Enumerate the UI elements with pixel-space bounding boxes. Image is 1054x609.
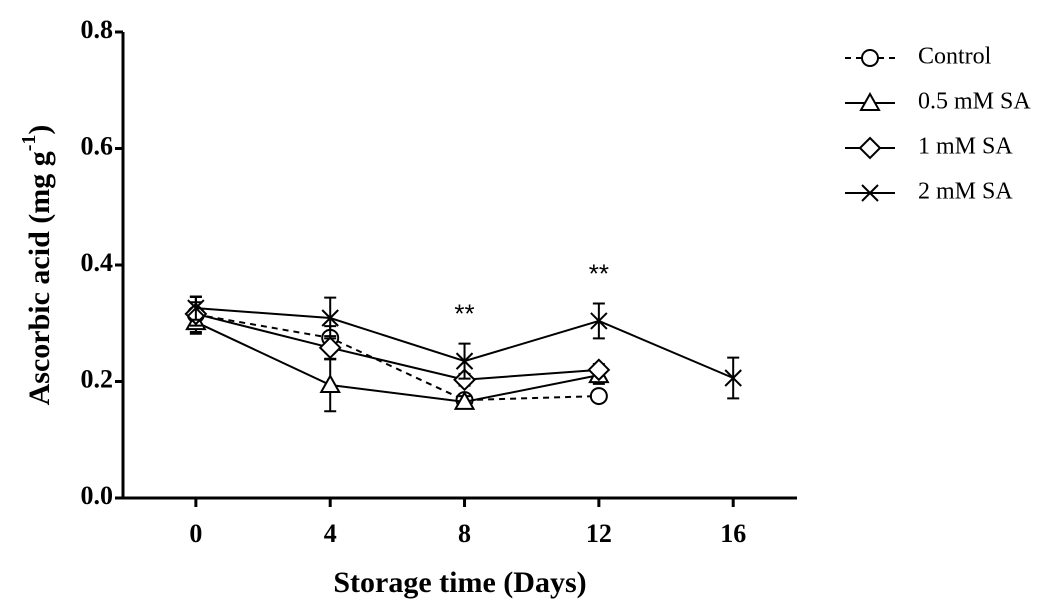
x-tick-label: 16: [720, 519, 746, 548]
data-point: [321, 309, 339, 327]
legend-marker: [858, 136, 882, 160]
data-point: [187, 299, 205, 317]
y-tick-label: 0.8: [81, 15, 114, 44]
y-axis-title: Ascorbic acid (mg g-1): [18, 125, 56, 406]
x-axis-title: Storage time (Days): [333, 566, 586, 599]
series-line: [195, 313, 599, 402]
legend-item: 1 mM SA: [845, 134, 1013, 160]
data-point: [453, 368, 476, 392]
legend-label: Control: [918, 44, 992, 70]
significance-label: **: [454, 299, 474, 329]
legend-label: 0.5 mM SA: [918, 89, 1031, 115]
legend-label: 2 mM SA: [918, 179, 1013, 205]
legend-item: 0.5 mM SA: [845, 89, 1031, 115]
data-point: [590, 312, 608, 330]
x-tick-label: 4: [324, 519, 337, 548]
series-line: [195, 321, 600, 403]
y-tick-label: 0.0: [81, 481, 114, 510]
x-tick-label: 12: [586, 519, 612, 548]
data-point: [453, 390, 476, 410]
data-point: [724, 369, 742, 387]
x-tick-label: 0: [189, 519, 202, 548]
data-point: [587, 358, 611, 382]
legend-item: Control: [845, 44, 992, 70]
y-axis-title-sup: -1: [18, 135, 40, 152]
legend-marker: [861, 184, 879, 202]
data-point: [318, 336, 342, 360]
legend-marker: [859, 91, 881, 111]
legend-marker: [861, 49, 879, 67]
data-point: [455, 352, 474, 370]
y-tick-label: 0.4: [81, 248, 114, 277]
series-line: [195, 312, 599, 381]
data-point: [589, 387, 608, 406]
legend-item: 2 mM SA: [845, 179, 1013, 205]
y-axis-title-text: Ascorbic acid (mg g: [23, 151, 56, 405]
significance-label: **: [589, 258, 609, 288]
data-point: [319, 373, 341, 393]
legend-label: 1 mM SA: [918, 134, 1013, 160]
x-tick-label: 8: [458, 519, 471, 548]
y-tick-label: 0.6: [81, 131, 114, 160]
y-axis-title-end: ): [23, 125, 56, 135]
y-tick-label: 0.2: [81, 364, 114, 393]
